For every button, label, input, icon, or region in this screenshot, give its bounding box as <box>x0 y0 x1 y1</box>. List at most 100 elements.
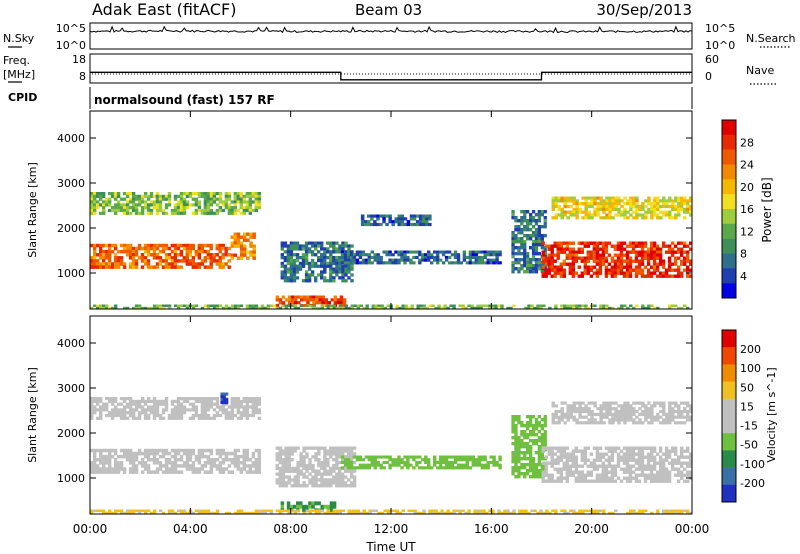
vel-layer-cell-1 <box>113 397 118 401</box>
power-layer-cell-8 <box>638 213 642 217</box>
power-layer-cell-10 <box>215 306 220 310</box>
power-layer-cell-8 <box>572 202 576 206</box>
vel-layer-cell-9 <box>275 509 280 513</box>
power-layer-cell-10 <box>527 306 531 310</box>
vel-layer-cell-5 <box>634 461 639 465</box>
power-cbar-swatch-2 <box>722 149 736 165</box>
power-layer-cell-6 <box>520 264 524 268</box>
power-layer-cell-2 <box>224 203 229 207</box>
vel-layer-cell-1 <box>191 397 196 401</box>
power-layer-cell-10 <box>102 306 106 310</box>
vel-layer-cell-1 <box>131 411 136 415</box>
vel-layer-cell-5 <box>568 452 572 456</box>
vel-layer-cell-3 <box>403 460 407 464</box>
power-layer-cell-3 <box>289 250 294 254</box>
power-layer-cell-10 <box>512 304 516 308</box>
power-layer-cell-8 <box>656 199 660 203</box>
power-layer-cell-2 <box>257 192 261 196</box>
power-layer-cell-1 <box>243 232 247 236</box>
power-layer-cell-7 <box>556 256 560 260</box>
power-layer-cell-3 <box>314 244 318 248</box>
vel-layer-cell-9 <box>120 509 124 513</box>
power-layer-cell-10 <box>341 306 345 310</box>
vel-layer-cell-3 <box>474 460 478 464</box>
vel-layer-cell-6 <box>578 415 582 419</box>
vel-layer-cell-9 <box>434 511 438 515</box>
vel-layer-cell-0 <box>254 467 258 471</box>
power-layer-cell-6 <box>537 264 541 268</box>
vel-layer-cell-9 <box>362 511 366 515</box>
power-layer-cell-0 <box>102 243 106 248</box>
power-layer-cell-0 <box>134 249 139 254</box>
vel-layer-cell-9 <box>461 509 465 513</box>
vel-layer-cell-2 <box>320 478 324 482</box>
vel-layer-cell-4 <box>529 475 533 479</box>
vel-layer-cell-3 <box>468 455 473 459</box>
power-layer-cell-8 <box>566 204 570 209</box>
vel-layer-cell-9 <box>614 509 618 513</box>
power-layer-cell-0 <box>93 246 97 251</box>
power-layer-cell-7 <box>547 271 551 275</box>
power-layer-cell-0 <box>176 259 181 263</box>
power-layer-cell-1 <box>246 250 250 254</box>
vel-layer-cell-2 <box>314 469 318 473</box>
power-layer-cell-10 <box>569 304 573 308</box>
vel-layer-cell-3 <box>379 463 383 467</box>
vel-layer-cell-0 <box>221 451 226 456</box>
power-layer-cell-0 <box>227 259 231 263</box>
vel-layer-cell-1 <box>227 405 232 409</box>
power-layer-cell-3 <box>341 244 345 248</box>
vel-layer-cell-5 <box>634 476 639 480</box>
vel-layer-cell-1 <box>140 405 145 409</box>
power-layer-cell-9 <box>315 298 319 302</box>
power-layer-cell-10 <box>134 306 139 310</box>
vel-layer-cell-6 <box>608 407 612 411</box>
vel-layer-cell-1 <box>221 408 226 412</box>
vel-layer-cell-2 <box>317 469 321 473</box>
vel-layer-cell-1 <box>188 402 193 406</box>
power-layer-cell-5 <box>425 222 429 227</box>
vel-layer-cell-3 <box>400 458 404 462</box>
vel-layer-cell-5 <box>562 455 566 459</box>
power-layer-cell-10 <box>533 306 537 310</box>
vel-layer-cell-2 <box>335 463 339 468</box>
power-layer-cell-2 <box>96 192 100 196</box>
power-layer-cell-6 <box>534 270 539 274</box>
power-layer-cell-8 <box>650 207 654 211</box>
vel-layer-cell-5 <box>574 458 578 462</box>
vel-layer-cell-3 <box>427 460 431 464</box>
vel-layer-cell-3 <box>477 463 481 467</box>
power-layer-cell-7 <box>667 268 672 272</box>
power-layer-cell-8 <box>665 204 669 209</box>
power-layer-cell-10 <box>215 304 220 308</box>
vel-layer-cell-2 <box>332 466 336 471</box>
vel-layer-cell-5 <box>559 452 563 456</box>
power-layer-cell-7 <box>661 265 666 269</box>
vel-layer-cell-3 <box>495 463 499 467</box>
power-layer-cell-6 <box>537 267 541 271</box>
vel-layer-cell-2 <box>281 466 285 471</box>
power-layer-cell-8 <box>557 199 561 203</box>
power-layer-cell-0 <box>119 262 124 266</box>
vel-layer-cell-5 <box>680 446 684 450</box>
power-layer-cell-0 <box>206 249 210 254</box>
power-layer-cell-3 <box>280 247 284 251</box>
vel-layer-cell-1 <box>170 402 175 406</box>
vel-layer-cell-1 <box>102 402 106 406</box>
vel-layer-cell-1 <box>209 402 214 406</box>
vel-layer-cell-2 <box>281 458 285 462</box>
power-layer-cell-7 <box>643 253 648 257</box>
vel-layer-cell-1 <box>134 399 139 403</box>
vel-layer-cell-3 <box>367 463 371 467</box>
vel-layer-cell-0 <box>152 451 157 456</box>
power-layer-cell-6 <box>537 252 541 256</box>
power-layer-cell-8 <box>608 210 612 214</box>
vel-layer-cell-1 <box>245 411 249 415</box>
vel-layer-cell-5 <box>664 455 669 459</box>
vel-layer-cell-9 <box>281 509 286 513</box>
power-layer-cell-2 <box>257 197 261 201</box>
vel-layer-cell-0 <box>212 464 217 468</box>
vel-layer-cell-2 <box>308 472 312 476</box>
power-layer-cell-7 <box>652 268 657 272</box>
power-layer-cell-4 <box>415 250 419 254</box>
